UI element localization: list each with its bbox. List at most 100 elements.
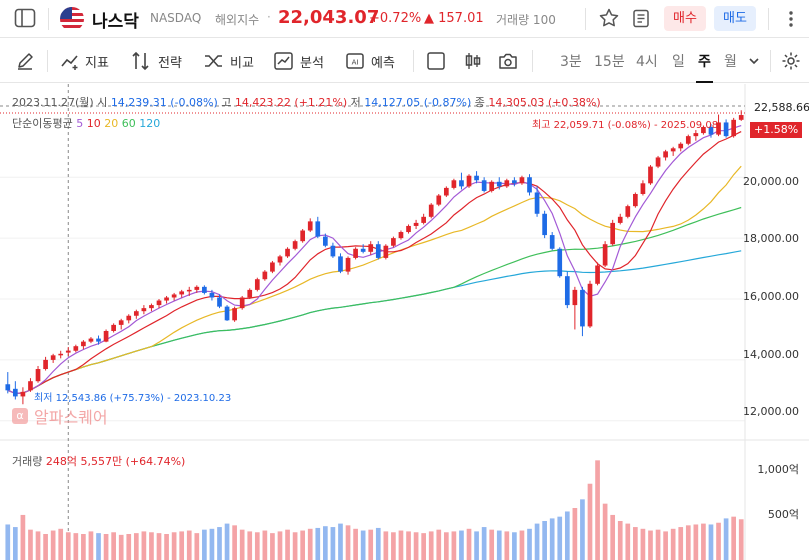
candle-body xyxy=(564,276,570,306)
high-label: 고 xyxy=(221,96,232,109)
ma20-line xyxy=(7,165,742,395)
candle-body xyxy=(202,286,207,293)
timeframe-month[interactable]: 월 xyxy=(724,54,737,70)
volume-bar xyxy=(209,528,215,560)
volume-bar xyxy=(338,523,343,560)
candle-body xyxy=(323,236,328,246)
favorite-star-icon[interactable] xyxy=(598,7,620,29)
volume-bar xyxy=(572,508,578,560)
forecast-button[interactable]: AI 예측 xyxy=(344,39,395,83)
volume-bar xyxy=(633,527,638,560)
candle-body xyxy=(459,180,464,187)
timeframe-15min[interactable]: 15분 xyxy=(594,54,625,70)
ma5-legend: 5 xyxy=(76,117,84,130)
square-tool-button[interactable] xyxy=(426,39,446,83)
candle-body xyxy=(73,346,79,351)
ma60-legend: 60 xyxy=(121,117,136,130)
timeframe-dropdown[interactable] xyxy=(748,39,760,83)
candle-body xyxy=(133,311,139,316)
sell-button[interactable]: 매도 xyxy=(714,6,756,31)
candle-body xyxy=(428,204,434,217)
candle-body xyxy=(277,256,283,263)
candle-body xyxy=(413,222,419,226)
indicator-button[interactable]: 지표 xyxy=(60,39,109,83)
volume-bar xyxy=(217,527,222,560)
chart-settings-button[interactable] xyxy=(781,39,801,83)
timeframe-day[interactable]: 일 xyxy=(672,54,685,70)
candle-body xyxy=(368,244,374,252)
more-icon[interactable] xyxy=(780,8,802,30)
sidebar-toggle-icon[interactable] xyxy=(14,8,36,28)
category-label: 해외지수 xyxy=(215,13,260,27)
candle-body xyxy=(164,297,169,301)
volume-tick-label: 500억 xyxy=(767,508,799,521)
volume-bar xyxy=(496,530,502,560)
candle-body xyxy=(398,232,404,239)
candle-body xyxy=(451,180,457,188)
buy-button[interactable]: 매수 xyxy=(664,6,706,31)
candle-body xyxy=(685,136,691,144)
divider xyxy=(770,50,771,72)
volume-bar xyxy=(118,534,124,560)
change-percent: +0.72% xyxy=(369,11,422,26)
ma-legend[interactable]: 단순이동평균 5 10 20 60 120 xyxy=(12,115,160,131)
candle-body xyxy=(549,235,555,249)
indicator-icon xyxy=(61,55,78,70)
close-label: 종 xyxy=(474,96,485,109)
timeframe-4hour[interactable]: 4시 xyxy=(636,54,658,70)
volume-bar xyxy=(610,514,616,560)
volume-bar xyxy=(50,530,56,560)
price-chart[interactable] xyxy=(0,84,809,560)
chart-type-button[interactable] xyxy=(463,39,483,83)
divider xyxy=(48,8,49,30)
volume-bar xyxy=(353,528,358,560)
timeframe-3min[interactable]: 3분 xyxy=(560,54,582,70)
candle-body xyxy=(375,244,381,258)
close-value: 14,305.03 (+0.38%) xyxy=(488,96,601,109)
strategy-button[interactable]: 전략 xyxy=(131,39,182,83)
volume-bar xyxy=(428,531,434,560)
screenshot-button[interactable] xyxy=(497,39,519,83)
last-change-tag: +1.58% xyxy=(750,122,803,138)
volume-bar xyxy=(564,511,570,560)
volume-bar xyxy=(103,534,109,560)
volume-bar xyxy=(111,532,116,560)
candle-body xyxy=(35,369,41,382)
timeframe-week[interactable]: 주 xyxy=(696,51,713,83)
volume-label: 거래량 xyxy=(12,455,43,468)
y-tick-label: 12,000.00 xyxy=(743,405,799,418)
volume-bar xyxy=(731,516,737,560)
candle-body xyxy=(610,222,616,245)
volume-bar xyxy=(451,531,457,560)
candle-body xyxy=(648,166,653,184)
high-value: 14,423.22 (+1.21%) xyxy=(234,96,348,109)
drawing-pen-button[interactable] xyxy=(15,39,35,83)
volume-value: 248억 5,557만 (+64.74%) xyxy=(45,455,186,468)
candle-body xyxy=(270,262,275,272)
volume-bar xyxy=(648,530,653,560)
volume-bar xyxy=(640,528,646,560)
candle-body xyxy=(678,143,684,149)
volume-bar xyxy=(239,529,245,560)
volume-bar xyxy=(323,526,328,560)
candle-body xyxy=(353,248,358,258)
divider xyxy=(532,50,533,72)
candle-body xyxy=(708,127,714,135)
candle-body xyxy=(50,355,56,360)
compare-button[interactable]: 비교 xyxy=(203,39,254,83)
candle-body xyxy=(716,122,721,135)
candle-body xyxy=(209,292,215,298)
camera-icon xyxy=(499,53,517,69)
compare-label: 비교 xyxy=(230,55,254,71)
volume-bar xyxy=(141,531,147,560)
analysis-button[interactable]: 분석 xyxy=(273,39,324,83)
volume-bar xyxy=(443,532,449,560)
candle-body xyxy=(262,271,268,280)
memo-icon[interactable] xyxy=(630,7,652,29)
candle-body xyxy=(443,187,449,196)
candle-body xyxy=(663,151,668,158)
chevron-down-icon xyxy=(749,58,759,65)
chart-area[interactable]: 2023.11.27(월) 시 14,239.31 (-0.08%) 고 14,… xyxy=(0,84,809,560)
forecast-label: 예측 xyxy=(371,55,395,71)
gear-icon xyxy=(782,52,800,70)
